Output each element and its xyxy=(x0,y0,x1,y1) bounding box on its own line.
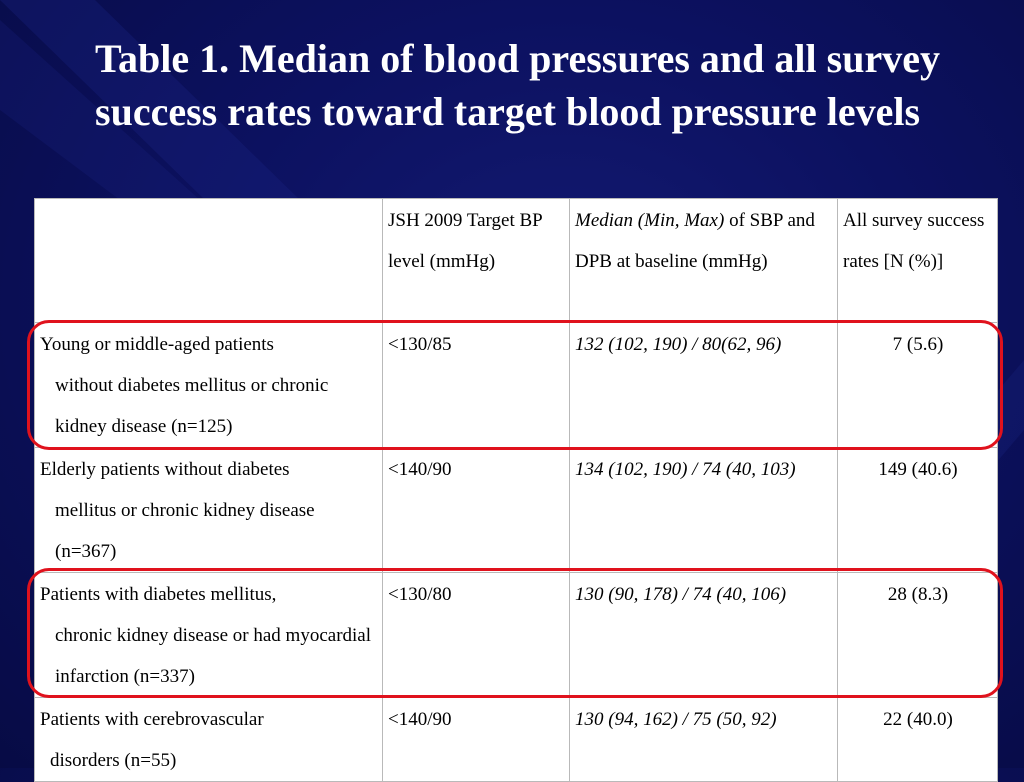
table-row: Elderly patients without diabetes mellit… xyxy=(34,447,998,573)
row-target-cell: <140/90 xyxy=(382,697,570,782)
row-label-cell: Elderly patients without diabetes mellit… xyxy=(34,447,383,573)
row-median-cell: 134 (102, 190) / 74 (40, 103) xyxy=(569,447,838,573)
header-cell-median: Median (Min, Max) of SBP and DPB at base… xyxy=(569,198,838,323)
row-label-cell: Patients with cerebrovascular disorders … xyxy=(34,697,383,782)
data-table: JSH 2009 Target BP level (mmHg) Median (… xyxy=(34,198,998,782)
row-label-rest: without diabetes mellitus or chronic kid… xyxy=(55,375,329,437)
header-cell-success: All survey success rates [N (%)] xyxy=(837,198,998,323)
table-row: Young or middle-aged patients without di… xyxy=(34,322,998,448)
table-header-row: JSH 2009 Target BP level (mmHg) Median (… xyxy=(34,198,998,323)
row-label-first: Patients with cerebrovascular xyxy=(40,709,264,730)
row-label-first: Patients with diabetes mellitus, xyxy=(40,584,277,605)
header-median-italic: Median (Min, Max) xyxy=(575,210,725,231)
row-success-cell: 22 (40.0) xyxy=(837,697,998,782)
row-success-cell: 28 (8.3) xyxy=(837,572,998,698)
header-cell-empty xyxy=(34,198,383,323)
row-label-cell: Patients with diabetes mellitus, chronic… xyxy=(34,572,383,698)
row-label-first: Young or middle-aged patients xyxy=(40,334,274,355)
row-label-rest: chronic kidney disease or had myocardial… xyxy=(55,625,372,687)
row-label-rest: mellitus or chronic kidney disease (n=36… xyxy=(55,500,315,562)
row-target-cell: <130/80 xyxy=(382,572,570,698)
row-label-rest: disorders (n=55) xyxy=(50,750,177,771)
row-median-cell: 132 (102, 190) / 80(62, 96) xyxy=(569,322,838,448)
row-target-cell: <140/90 xyxy=(382,447,570,573)
row-label-cell: Young or middle-aged patients without di… xyxy=(34,322,383,448)
row-median-cell: 130 (94, 162) / 75 (50, 92) xyxy=(569,697,838,782)
row-target-cell: <130/85 xyxy=(382,322,570,448)
header-median-rest: of SBP and DPB at baseline (mmHg) xyxy=(575,210,815,272)
header-cell-target: JSH 2009 Target BP level (mmHg) xyxy=(382,198,570,323)
row-label-first: Elderly patients without diabetes xyxy=(40,459,290,480)
table-row: Patients with diabetes mellitus, chronic… xyxy=(34,572,998,698)
table-row: Patients with cerebrovascular disorders … xyxy=(34,697,998,782)
row-success-cell: 149 (40.6) xyxy=(837,447,998,573)
row-success-cell: 7 (5.6) xyxy=(837,322,998,448)
slide-title: Table 1. Median of blood pressures and a… xyxy=(95,36,940,134)
row-median-cell: 130 (90, 178) / 74 (40, 106) xyxy=(569,572,838,698)
